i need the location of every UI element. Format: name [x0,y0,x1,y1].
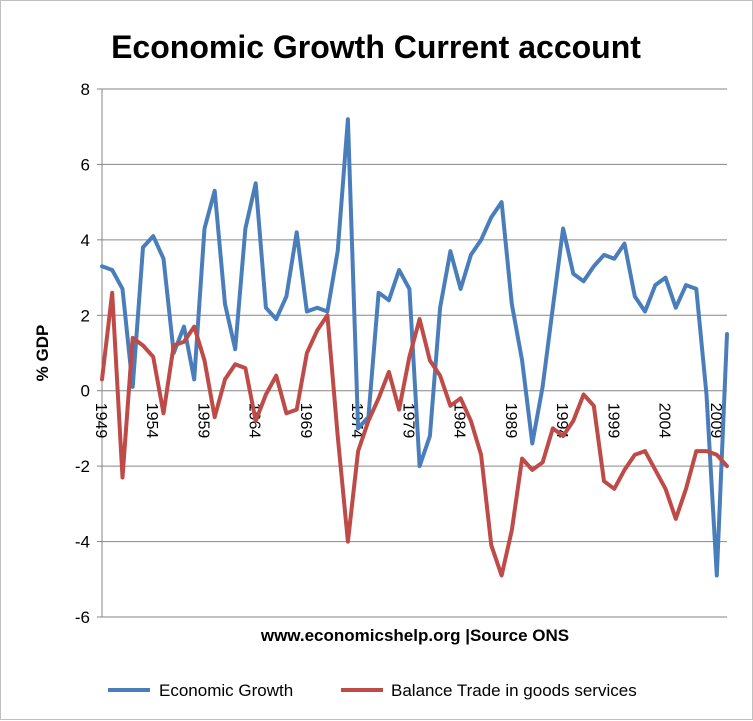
series-lines [100,117,729,578]
legend-label: Economic Growth [159,681,293,700]
x-tick-label: 1954 [143,403,160,439]
series-line-economic-growth [100,117,729,578]
x-axis-label: www.economicshelp.org |Source ONS [260,626,569,645]
y-tick-labels: -6 -4 -2 0 2 4 6 8 [75,80,90,627]
x-tick-label: 1949 [92,403,109,439]
y-tick-label: 2 [81,306,90,325]
y-tick-label: 0 [81,382,90,401]
y-tick-label: -2 [75,457,90,476]
y-tick-label: -6 [75,608,90,627]
y-tick-label: -4 [75,533,90,552]
y-tick-label: 6 [81,155,90,174]
gridlines [102,88,727,618]
legend: Economic Growth Balance Trade in goods se… [108,681,637,700]
y-tick-label: 8 [81,80,90,99]
series-line-balance-trade [100,290,729,578]
x-tick-label: 1989 [502,403,519,439]
y-axis-label: % GDP [33,325,52,382]
x-tick-label: 2004 [656,403,673,439]
x-tick-label: 1969 [297,403,314,439]
x-tick-labels: 1949 1954 1959 1964 1969 1974 1979 1984 1989 1994… [92,403,724,439]
chart-title: Economic Growth Current account [111,29,641,65]
y-tick-label: 4 [81,231,90,250]
x-tick-label: 1959 [194,403,211,439]
x-tick-label: 1999 [604,403,621,439]
x-tick-label: 1984 [451,403,468,439]
x-tick-label: 2009 [707,403,724,439]
axes [97,88,103,618]
x-tick-label: 1979 [399,403,416,439]
legend-label: Balance Trade in goods services [391,681,637,700]
